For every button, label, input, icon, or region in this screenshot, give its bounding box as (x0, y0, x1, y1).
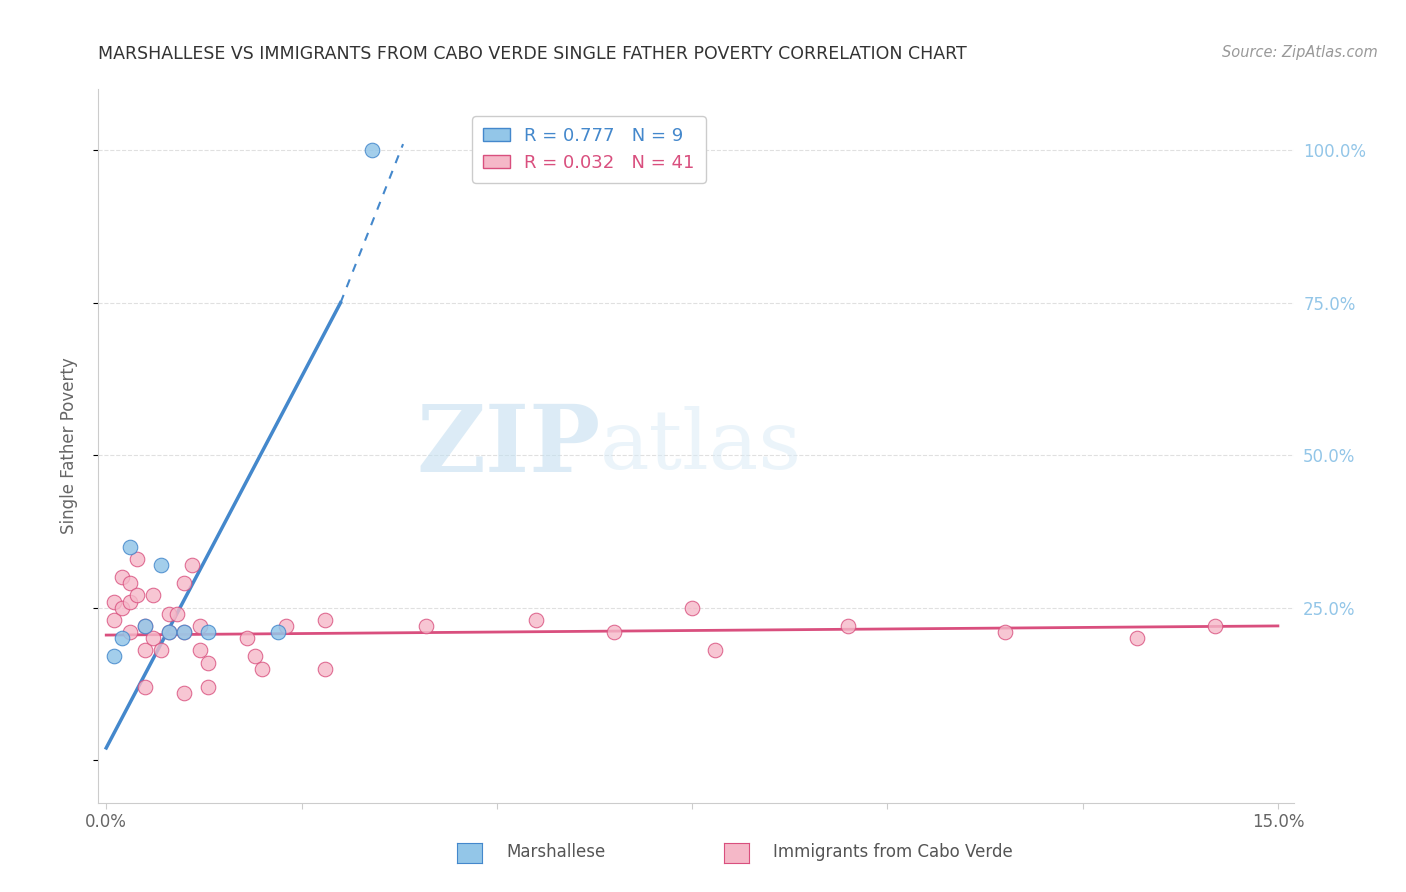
Point (111, 631, 134, 645)
Point (603, 625, 626, 640)
Y-axis label: Single Father Poverty: Single Father Poverty (59, 358, 77, 534)
Point (197, 625, 219, 640)
Point (314, 613, 336, 627)
Point (252, 662, 274, 676)
Point (524, 613, 547, 627)
Point (134, 643, 156, 657)
Point (157, 625, 180, 640)
Point (1204, 619, 1226, 633)
Point (103, 594, 125, 608)
Point (157, 625, 180, 640)
Point (1126, 631, 1149, 645)
Point (197, 680, 219, 694)
Point (993, 625, 1015, 640)
Point (837, 619, 859, 633)
Point (166, 607, 188, 621)
Point (243, 649, 266, 664)
Point (103, 613, 125, 627)
Point (127, 589, 149, 603)
Point (173, 625, 195, 640)
Point (118, 625, 141, 640)
Point (118, 576, 141, 591)
Text: atlas: atlas (600, 406, 803, 486)
Point (103, 649, 125, 664)
Text: MARSHALLESE VS IMMIGRANTS FROM CABO VERDE SINGLE FATHER POVERTY CORRELATION CHAR: MARSHALLESE VS IMMIGRANTS FROM CABO VERD… (98, 45, 967, 62)
Point (142, 589, 165, 603)
Point (134, 680, 156, 694)
Point (127, 551, 149, 566)
Point (111, 570, 134, 584)
Point (274, 619, 297, 633)
Point (118, 540, 141, 554)
Point (415, 619, 437, 633)
Point (181, 558, 204, 572)
Point (149, 643, 172, 657)
Point (149, 558, 172, 572)
Point (173, 576, 195, 591)
Point (134, 619, 156, 633)
Point (134, 619, 156, 633)
Point (188, 619, 211, 633)
Point (197, 656, 219, 670)
Point (157, 607, 180, 621)
Point (142, 631, 165, 645)
Legend: R = 0.777   N = 9, R = 0.032   N = 41: R = 0.777 N = 9, R = 0.032 N = 41 (472, 116, 706, 183)
Point (314, 662, 336, 676)
Text: Source: ZipAtlas.com: Source: ZipAtlas.com (1222, 45, 1378, 60)
Point (173, 686, 195, 700)
Point (236, 631, 259, 645)
Point (188, 643, 211, 657)
Text: Marshallese: Marshallese (506, 843, 606, 861)
Point (118, 594, 141, 608)
Point (360, 143, 382, 157)
Text: Immigrants from Cabo Verde: Immigrants from Cabo Verde (773, 843, 1014, 861)
Point (173, 625, 195, 640)
Point (111, 600, 134, 615)
Text: ZIP: ZIP (416, 401, 600, 491)
Point (704, 643, 727, 657)
Point (681, 600, 703, 615)
Point (267, 625, 290, 640)
